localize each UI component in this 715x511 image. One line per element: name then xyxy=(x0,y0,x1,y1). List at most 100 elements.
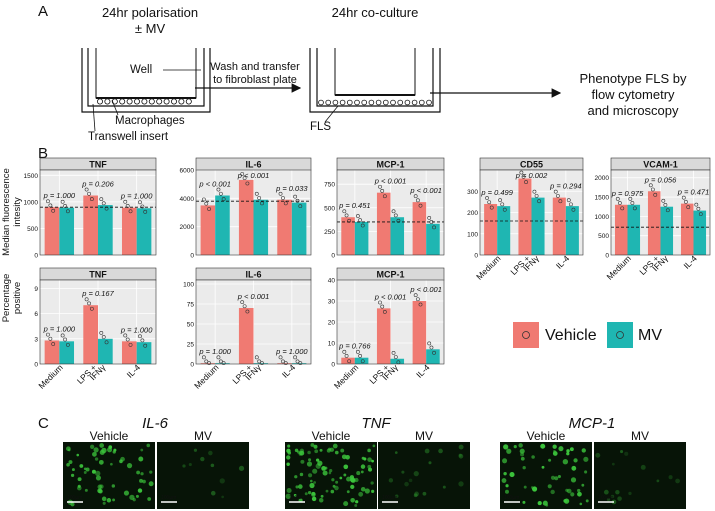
bar-vehicle xyxy=(121,207,137,255)
data-point xyxy=(429,345,434,350)
data-point xyxy=(344,213,349,218)
ylabel-bottom-line2: positive xyxy=(12,282,23,314)
cell-signal xyxy=(315,458,320,462)
cell-signal xyxy=(91,469,96,474)
data-point xyxy=(260,361,264,366)
cell-signal xyxy=(557,474,561,479)
bar-mv xyxy=(390,217,405,255)
fls-cell xyxy=(318,99,324,106)
data-point xyxy=(216,355,221,360)
y-tick-label: 0 xyxy=(331,362,335,369)
cell-signal xyxy=(188,463,192,467)
data-point xyxy=(418,302,423,307)
cell-signal xyxy=(287,444,291,448)
data-point xyxy=(218,359,223,364)
data-point xyxy=(630,201,635,205)
data-point xyxy=(485,196,489,200)
macrophage-cell xyxy=(119,98,126,105)
data-point xyxy=(123,333,128,338)
data-point xyxy=(65,209,70,214)
y-tick-label: 0 xyxy=(190,253,194,260)
data-point xyxy=(125,337,130,342)
plot-frame xyxy=(39,169,157,256)
cell-signal xyxy=(286,455,291,460)
cell-signal xyxy=(573,458,578,463)
data-point xyxy=(391,209,396,214)
data-point xyxy=(617,201,622,205)
macrophage-cell xyxy=(141,98,148,105)
plot-frame xyxy=(336,279,445,365)
data-point xyxy=(360,223,365,228)
cell-signal xyxy=(413,471,419,477)
cell-signal xyxy=(328,447,332,451)
cell-signal xyxy=(137,488,143,493)
data-point xyxy=(500,202,505,207)
phenotype-line1: Phenotype FLS by xyxy=(580,71,687,86)
bar-mv xyxy=(660,206,674,255)
fls-cell xyxy=(382,99,389,106)
plot-frame xyxy=(195,279,312,365)
cell-signal xyxy=(135,494,139,498)
data-point xyxy=(524,180,528,184)
y-tick-label: 0 xyxy=(34,362,38,369)
phenotype-line2: flow cytometry xyxy=(591,87,675,102)
bar-mv xyxy=(291,363,307,364)
data-point xyxy=(283,201,288,206)
gene-title: IL-6 xyxy=(142,415,169,432)
data-point xyxy=(681,195,686,200)
fls-cell xyxy=(426,99,432,106)
data-point xyxy=(218,191,223,196)
cell-signal xyxy=(335,480,339,484)
data-point xyxy=(342,209,347,214)
data-point xyxy=(696,206,701,211)
data-point xyxy=(245,181,250,186)
data-point xyxy=(281,359,285,364)
data-point xyxy=(278,355,283,360)
cell-signal xyxy=(138,456,144,462)
cell-signal xyxy=(656,479,660,483)
data-point xyxy=(84,297,89,302)
cell-signal xyxy=(318,497,324,503)
cell-signal xyxy=(308,473,313,478)
cell-signal xyxy=(311,492,316,497)
cell-signal xyxy=(95,475,102,481)
data-point xyxy=(358,218,363,223)
data-point xyxy=(555,193,560,198)
cell-signal xyxy=(553,450,556,453)
bar-vehicle xyxy=(552,197,566,255)
legend-vehicle-swatch xyxy=(513,322,539,348)
data-point xyxy=(201,355,206,360)
bar-vehicle xyxy=(200,363,216,364)
cell-signal xyxy=(503,471,507,476)
cell-signal xyxy=(102,501,106,505)
cell-signal xyxy=(364,488,370,494)
cell-signal xyxy=(554,476,559,481)
scale-bar-label: 100µm xyxy=(67,495,82,501)
panel-b-letter: B xyxy=(38,145,48,162)
cell-signal xyxy=(210,490,216,496)
data-point xyxy=(293,194,298,199)
legend-vehicle-label: Vehicle xyxy=(545,327,597,344)
data-point xyxy=(123,199,128,204)
micrograph-vehicle: 100µm xyxy=(285,442,377,509)
cell-signal xyxy=(208,450,213,456)
p-value-label: p < 0.001 xyxy=(237,292,270,301)
bar-mv xyxy=(253,199,269,255)
x-category-label: Medium xyxy=(36,362,64,390)
mv-label: MV xyxy=(194,429,212,443)
fls-cell xyxy=(418,99,425,106)
y-tick-label: 250 xyxy=(324,229,335,236)
cell-signal xyxy=(565,488,569,492)
y-tick-label: 30 xyxy=(328,299,336,306)
p-value-label: p = 0.975 xyxy=(611,189,644,198)
cell-signal xyxy=(97,484,103,490)
fls-cell xyxy=(397,99,404,106)
p-value-label: p < 0.001 xyxy=(409,285,442,294)
macrophage-cell xyxy=(163,98,170,105)
label-well: Well xyxy=(130,64,152,76)
y-tick-label: 1500 xyxy=(24,173,39,180)
legend-mv-swatch xyxy=(607,322,633,348)
data-point xyxy=(240,172,245,176)
